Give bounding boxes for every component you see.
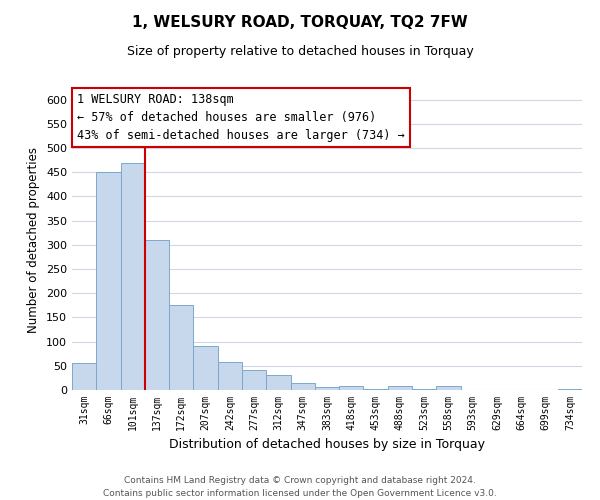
Text: 1, WELSURY ROAD, TORQUAY, TQ2 7FW: 1, WELSURY ROAD, TORQUAY, TQ2 7FW [132,15,468,30]
Bar [315,386,339,390]
Bar [412,389,436,390]
Bar [290,382,315,390]
Text: Size of property relative to detached houses in Torquay: Size of property relative to detached ho… [127,45,473,58]
Bar [72,364,96,390]
Bar [193,346,218,390]
Bar [121,162,145,390]
Bar [169,306,193,390]
Text: 1 WELSURY ROAD: 138sqm
← 57% of detached houses are smaller (976)
43% of semi-de: 1 WELSURY ROAD: 138sqm ← 57% of detached… [77,93,405,142]
Y-axis label: Number of detached properties: Number of detached properties [28,147,40,333]
Bar [339,386,364,390]
Bar [364,389,388,390]
Text: Contains HM Land Registry data © Crown copyright and database right 2024.
Contai: Contains HM Land Registry data © Crown c… [103,476,497,498]
Bar [266,376,290,390]
Bar [145,240,169,390]
Bar [242,370,266,390]
Bar [218,362,242,390]
Bar [96,172,121,390]
Bar [388,386,412,390]
X-axis label: Distribution of detached houses by size in Torquay: Distribution of detached houses by size … [169,438,485,452]
Bar [558,389,582,390]
Bar [436,386,461,390]
